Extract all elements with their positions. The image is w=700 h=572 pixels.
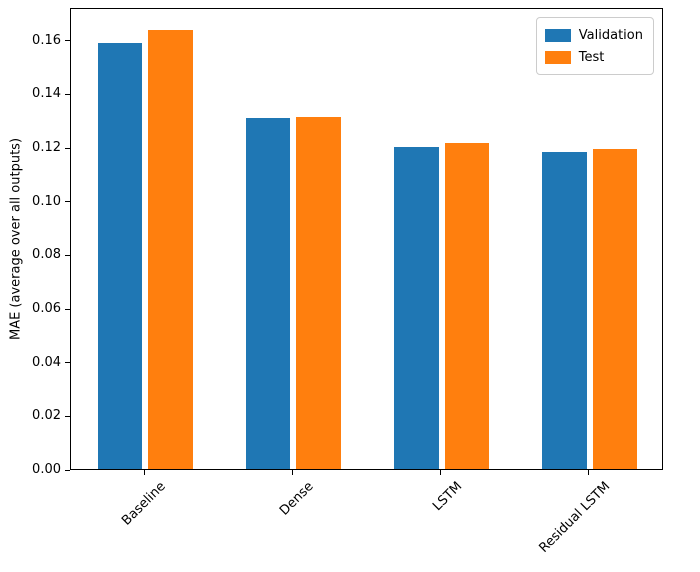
legend-label-validation: Validation (578, 27, 643, 43)
y-tick-mark (65, 308, 70, 310)
y-tick-mark (65, 93, 70, 95)
bar-validation-baseline (97, 42, 143, 469)
y-tick-label-0.08: 0.08 (32, 247, 61, 263)
y-tick-mark (65, 254, 70, 256)
x-tick-mark (440, 470, 442, 475)
y-tick-mark (65, 201, 70, 203)
bar-validation-dense (245, 118, 291, 469)
y-tick-label-0.00: 0.00 (32, 462, 61, 477)
y-tick-label-0.12: 0.12 (32, 140, 61, 156)
legend-label-test: Test (578, 49, 605, 65)
y-tick-label-0.02: 0.02 (32, 408, 61, 424)
y-tick-label-0.14: 0.14 (32, 86, 61, 102)
x-tick-label-lstm: LSTM (430, 479, 466, 515)
x-tick-label-residual-lstm: Residual LSTM (536, 479, 614, 556)
y-tick-label-0.06: 0.06 (32, 301, 61, 317)
legend-entry-validation: Validation (544, 24, 643, 46)
legend-swatch-test (544, 50, 571, 64)
bar-test-dense (296, 117, 341, 469)
x-tick-mark (143, 470, 145, 475)
legend-entry-test: Test (544, 46, 643, 68)
y-tick-label-0.10: 0.10 (32, 193, 61, 209)
x-tick-mark (588, 470, 590, 475)
legend-swatch-validation (544, 28, 571, 42)
y-tick-label-0.04: 0.04 (32, 354, 61, 370)
y-tick-mark (65, 362, 70, 364)
bar-test-residual-lstm (592, 149, 638, 469)
x-tick-label-baseline: Baseline (119, 479, 169, 529)
y-tick-label-0.16: 0.16 (32, 32, 61, 48)
legend: Validation Test (535, 17, 654, 75)
bar-test-lstm (444, 143, 490, 469)
y-tick-mark (65, 40, 70, 42)
y-tick-mark (65, 147, 70, 149)
plot-area: Validation Test (70, 8, 663, 470)
x-tick-label-dense: Dense (277, 479, 317, 519)
y-tick-mark (65, 415, 70, 417)
bar-validation-residual-lstm (542, 151, 587, 469)
y-tick-mark (65, 469, 70, 471)
bar-validation-lstm (394, 147, 439, 469)
x-tick-mark (291, 470, 293, 475)
bar-test-baseline (148, 29, 193, 469)
